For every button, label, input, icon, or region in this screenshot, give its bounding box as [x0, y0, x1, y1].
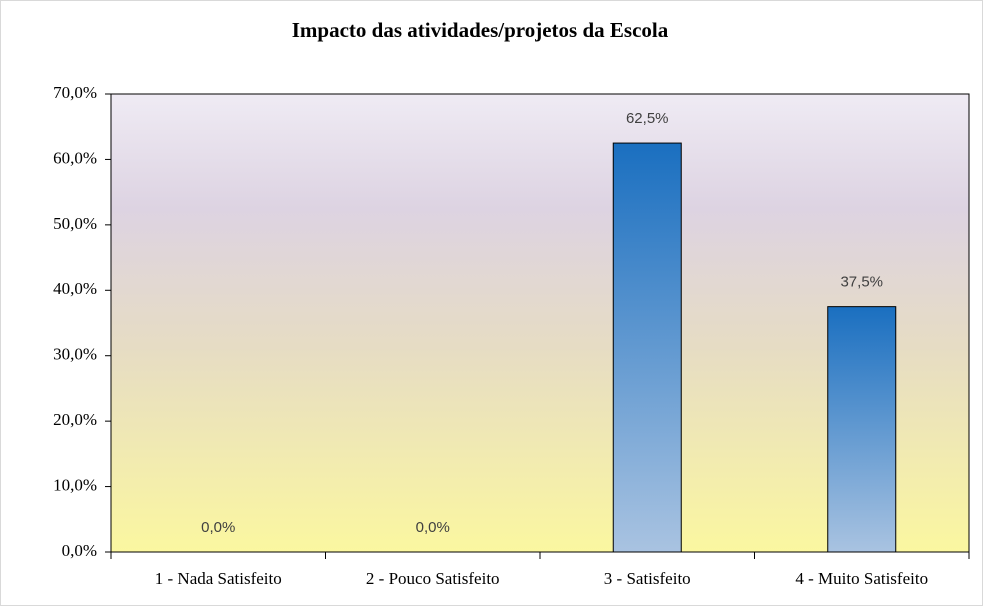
value-label: 0,0%	[416, 519, 450, 536]
y-tick-label: 50,0%	[53, 214, 97, 233]
y-tick-label: 40,0%	[53, 279, 97, 298]
value-label: 62,5%	[626, 110, 669, 127]
y-tick-label: 10,0%	[53, 475, 97, 494]
value-label: 0,0%	[201, 519, 235, 536]
y-tick-label: 60,0%	[53, 148, 97, 167]
y-tick-label: 30,0%	[53, 345, 97, 364]
chart-title: Impacto das atividades/projetos da Escol…	[292, 18, 669, 42]
plot-area	[110, 93, 970, 553]
y-tick-label: 70,0%	[53, 83, 97, 102]
y-tick-label: 20,0%	[53, 410, 97, 429]
x-tick-label: 1 - Nada Satisfeito	[155, 569, 282, 588]
x-tick-label: 2 - Pouco Satisfeito	[366, 569, 500, 588]
bar	[612, 142, 682, 553]
x-tick-label: 3 - Satisfeito	[604, 569, 691, 588]
x-tick-label: 4 - Muito Satisfeito	[795, 569, 928, 588]
value-label: 37,5%	[840, 274, 883, 291]
y-tick-label: 0,0%	[62, 541, 97, 560]
bar	[827, 306, 897, 553]
